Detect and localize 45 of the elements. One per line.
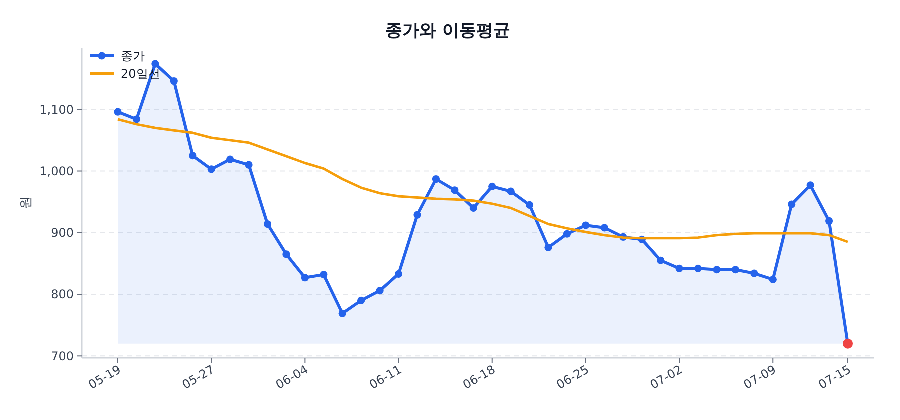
point — [376, 287, 384, 295]
point — [170, 77, 178, 86]
y-tick-label: 1,100 — [40, 102, 74, 117]
point — [358, 296, 366, 304]
point — [563, 230, 572, 238]
point — [600, 224, 608, 232]
point — [694, 264, 702, 272]
point — [208, 166, 216, 174]
point — [282, 250, 290, 258]
y-axis-title: 원 — [19, 196, 34, 210]
point — [338, 310, 346, 318]
point — [526, 201, 534, 209]
point — [676, 264, 684, 272]
point — [245, 161, 253, 169]
point — [544, 244, 552, 252]
point — [582, 222, 590, 230]
point — [414, 211, 422, 219]
y-tick-label: 800 — [51, 288, 74, 302]
point — [451, 186, 459, 194]
point — [825, 217, 834, 225]
point — [132, 116, 141, 124]
point — [320, 271, 328, 279]
point — [713, 266, 721, 274]
point — [732, 266, 740, 274]
legend-label: 종가 — [121, 49, 145, 64]
y-tick-label: 900 — [51, 226, 74, 240]
y-tick-label: 1,000 — [40, 164, 74, 178]
point — [488, 182, 496, 190]
point — [432, 175, 440, 184]
point — [470, 204, 478, 212]
point — [114, 108, 122, 116]
point — [507, 188, 515, 196]
chart-title: 종가와 이동평균 — [386, 21, 510, 41]
point — [657, 256, 665, 264]
point — [788, 200, 796, 208]
point — [301, 274, 309, 282]
point — [806, 182, 814, 190]
point — [264, 220, 272, 228]
point — [769, 276, 777, 284]
y-tick-label: 700 — [51, 349, 74, 364]
point — [750, 270, 758, 278]
point — [152, 60, 160, 68]
point — [189, 152, 197, 160]
point — [394, 270, 403, 278]
point — [226, 156, 234, 164]
